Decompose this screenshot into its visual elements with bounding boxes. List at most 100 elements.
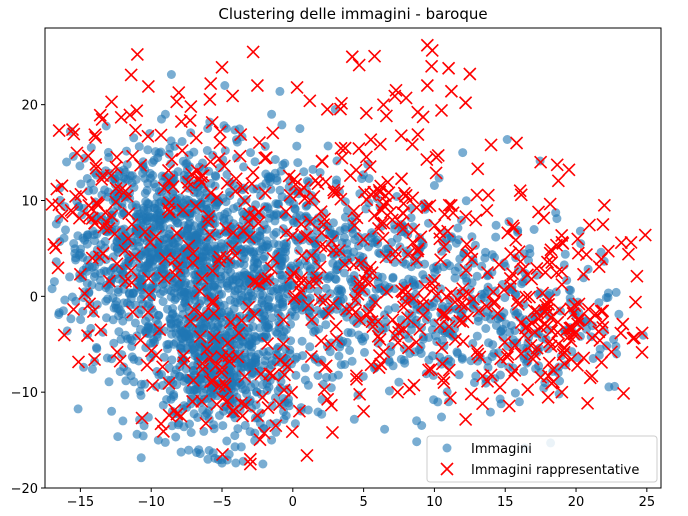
point-immagine bbox=[350, 235, 360, 245]
point-rappresentativa bbox=[580, 396, 595, 410]
point-immagine bbox=[274, 285, 284, 295]
point-immagine bbox=[387, 237, 397, 247]
point-immagine bbox=[595, 344, 605, 354]
point-rappresentativa bbox=[492, 258, 506, 272]
point-rappresentativa bbox=[134, 333, 148, 347]
point-rappresentativa bbox=[88, 128, 102, 142]
point-immagine bbox=[270, 155, 280, 164]
point-immagine bbox=[576, 239, 586, 249]
point-immagine bbox=[339, 268, 349, 278]
point-rappresentativa bbox=[260, 336, 275, 351]
point-rappresentativa bbox=[239, 398, 253, 412]
point-rappresentativa bbox=[356, 232, 370, 246]
point-rappresentativa bbox=[508, 338, 522, 352]
point-immagine bbox=[223, 321, 233, 331]
point-immagine bbox=[277, 369, 287, 379]
point-rappresentativa bbox=[500, 350, 514, 364]
point-rappresentativa bbox=[162, 408, 176, 422]
point-immagine bbox=[160, 437, 170, 447]
point-immagine bbox=[165, 143, 175, 153]
point-rappresentativa bbox=[371, 329, 385, 343]
point-immagine bbox=[183, 231, 193, 241]
point-rappresentativa bbox=[118, 184, 132, 198]
point-rappresentativa bbox=[283, 188, 297, 202]
point-rappresentativa bbox=[156, 424, 170, 438]
point-rappresentativa bbox=[484, 138, 498, 152]
point-immagine bbox=[325, 347, 335, 357]
point-rappresentativa bbox=[250, 408, 265, 423]
point-immagine bbox=[205, 117, 215, 127]
point-immagine bbox=[564, 285, 574, 295]
point-rappresentativa bbox=[66, 302, 81, 316]
point-rappresentativa bbox=[303, 94, 317, 108]
point-rappresentativa bbox=[86, 305, 100, 319]
point-rappresentativa bbox=[456, 282, 470, 296]
point-rappresentativa bbox=[238, 370, 252, 384]
point-immagine bbox=[130, 318, 140, 328]
point-rappresentativa bbox=[90, 196, 104, 210]
point-rappresentativa bbox=[504, 247, 518, 261]
point-rappresentativa bbox=[318, 240, 333, 254]
point-rappresentativa bbox=[481, 188, 495, 202]
point-immagine bbox=[82, 174, 92, 183]
point-rappresentativa bbox=[506, 219, 520, 233]
point-immagine bbox=[500, 293, 510, 303]
point-immagine bbox=[90, 357, 100, 366]
point-immagine bbox=[235, 311, 245, 321]
point-rappresentativa bbox=[187, 302, 201, 317]
point-rappresentativa bbox=[373, 332, 387, 346]
point-rappresentativa bbox=[253, 433, 267, 447]
point-rappresentativa bbox=[459, 210, 473, 224]
point-immagine bbox=[76, 315, 86, 325]
point-immagine bbox=[453, 223, 463, 233]
point-immagine bbox=[134, 309, 144, 319]
point-rappresentativa bbox=[411, 244, 425, 258]
point-rappresentativa bbox=[232, 326, 246, 340]
point-rappresentativa bbox=[567, 327, 581, 341]
point-immagine bbox=[565, 293, 575, 303]
point-immagine bbox=[429, 181, 439, 190]
point-immagine bbox=[217, 458, 227, 468]
point-rappresentativa bbox=[576, 267, 591, 281]
point-immagine bbox=[267, 109, 277, 119]
point-rappresentativa bbox=[375, 203, 389, 217]
point-immagine bbox=[247, 339, 257, 348]
point-rappresentativa bbox=[429, 166, 443, 180]
point-rappresentativa bbox=[416, 298, 430, 312]
point-rappresentativa bbox=[247, 309, 262, 323]
point-rappresentativa bbox=[376, 98, 391, 112]
point-immagine bbox=[297, 336, 307, 346]
point-immagine bbox=[481, 324, 491, 333]
point-rappresentativa bbox=[436, 307, 450, 321]
point-rappresentativa bbox=[57, 328, 71, 342]
point-rappresentativa bbox=[300, 448, 314, 462]
point-immagine bbox=[450, 266, 460, 276]
point-immagine bbox=[291, 370, 301, 380]
point-rappresentativa bbox=[146, 378, 160, 393]
point-immagine bbox=[334, 335, 344, 344]
point-immagine bbox=[264, 382, 274, 392]
point-immagine bbox=[303, 405, 313, 415]
point-immagine bbox=[323, 141, 333, 151]
point-immagine bbox=[603, 292, 613, 302]
point-rappresentativa bbox=[470, 188, 484, 202]
point-rappresentativa bbox=[525, 272, 539, 286]
point-rappresentativa bbox=[386, 313, 400, 327]
point-immagine bbox=[118, 416, 128, 426]
point-immagine bbox=[380, 286, 390, 296]
point-immagine bbox=[437, 246, 446, 256]
point-immagine bbox=[277, 120, 287, 130]
point-rappresentativa bbox=[124, 68, 138, 82]
point-immagine bbox=[271, 427, 281, 437]
point-rappresentativa bbox=[226, 89, 240, 103]
point-rappresentativa bbox=[243, 452, 257, 466]
x-tick-label: 0 bbox=[289, 495, 297, 510]
point-rappresentativa bbox=[161, 163, 176, 177]
point-rappresentativa bbox=[266, 126, 280, 140]
point-rappresentativa bbox=[290, 80, 304, 94]
point-rappresentativa bbox=[405, 137, 419, 152]
point-immagine bbox=[199, 426, 209, 436]
point-rappresentativa bbox=[73, 267, 87, 281]
point-rappresentativa bbox=[372, 183, 386, 197]
point-immagine bbox=[254, 349, 264, 359]
